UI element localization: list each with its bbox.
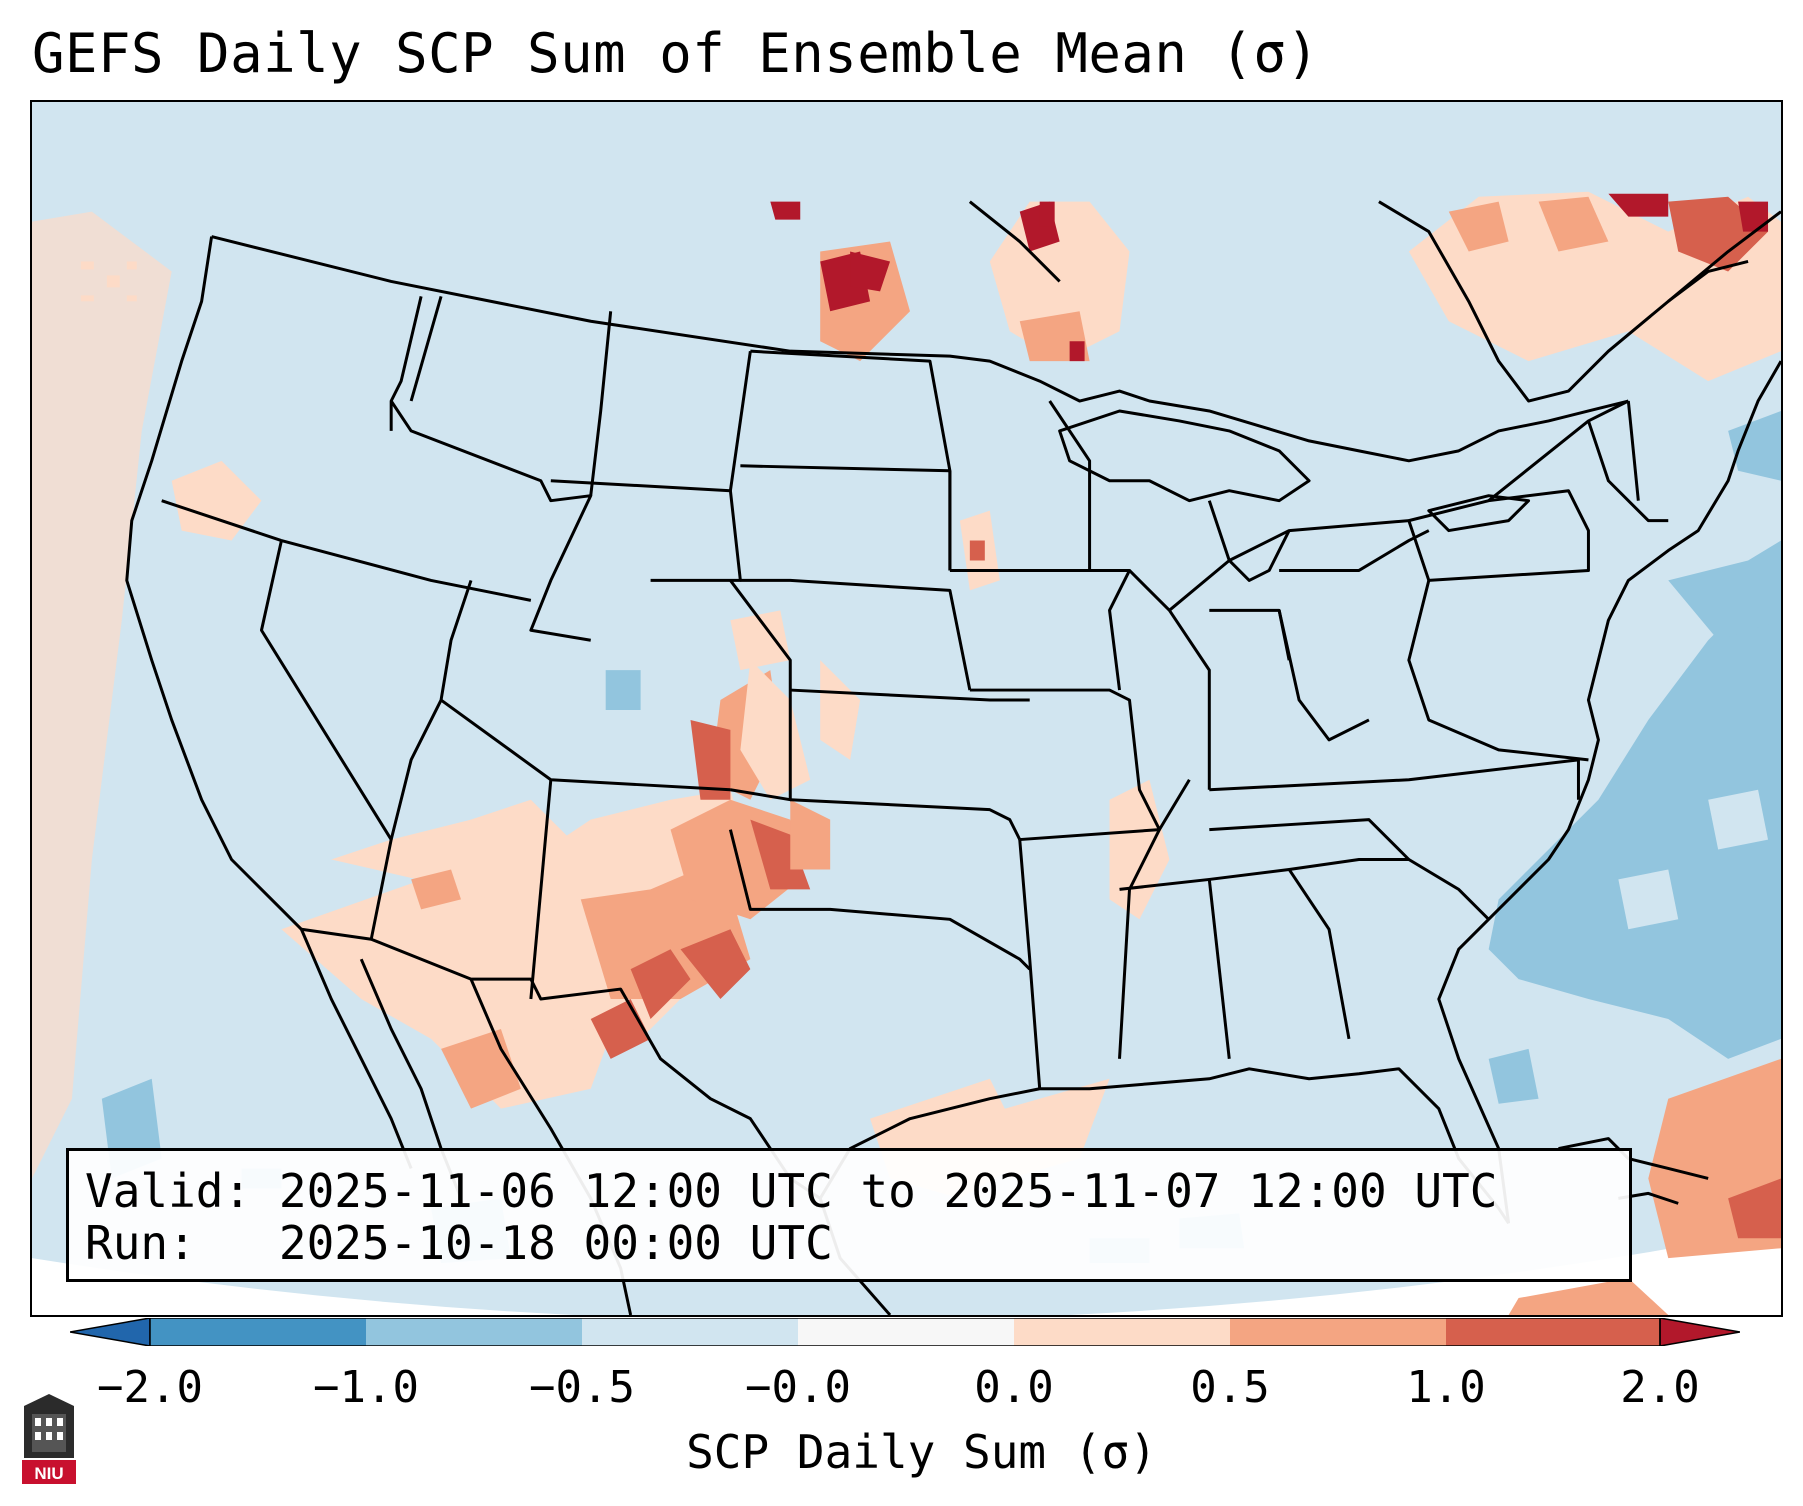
- colorbar-tick: −0.5: [529, 1362, 635, 1413]
- map-canvas: [32, 102, 1781, 1315]
- valid-value: 2025-11-06 12:00 UTC to 2025-11-07 12:00…: [278, 1164, 1498, 1218]
- valid-label: Valid:: [85, 1164, 252, 1218]
- colorbar-tick: 0.5: [1190, 1362, 1270, 1413]
- colorbar-bin-6: [1446, 1318, 1660, 1346]
- colorbar-under-arrow: [70, 1318, 151, 1346]
- colorbar-bin-2: [366, 1318, 582, 1346]
- colorbar-tick: 2.0: [1620, 1362, 1700, 1413]
- colorbar-bin-1: [150, 1318, 366, 1346]
- colorbar-label: SCP Daily Sum (σ): [686, 1425, 1157, 1479]
- colorbar-bin-4: [1014, 1318, 1230, 1346]
- colorbar-tick: −2.0: [97, 1362, 203, 1413]
- run-label: Run:: [85, 1216, 196, 1270]
- valid-time-box: Valid: 2025-11-06 12:00 UTC to 2025-11-0…: [66, 1148, 1632, 1282]
- colorbar-over-arrow: [1659, 1318, 1740, 1346]
- logo-text: NIU: [34, 1464, 63, 1483]
- state-and-country-borders: [125, 200, 1781, 1315]
- colorbar: [70, 1318, 1740, 1346]
- colorbar-bin-5: [1230, 1318, 1446, 1346]
- colorbar-tick: 0.0: [974, 1362, 1054, 1413]
- map-panel: [30, 100, 1783, 1317]
- colorbar-tick: −0.0: [745, 1362, 851, 1413]
- chart-title: GEFS Daily SCP Sum of Ensemble Mean (σ): [32, 22, 1320, 85]
- colorbar-tick: 1.0: [1406, 1362, 1486, 1413]
- run-value: 2025-10-18 00:00 UTC: [278, 1216, 833, 1270]
- colorbar-bin-3: [582, 1318, 798, 1346]
- colorbar-bin-zero: [798, 1318, 1014, 1346]
- field-positive-anomalies: [32, 191, 1781, 1315]
- niu-logo: NIU: [22, 1394, 76, 1484]
- colorbar-tick: −1.0: [313, 1362, 419, 1413]
